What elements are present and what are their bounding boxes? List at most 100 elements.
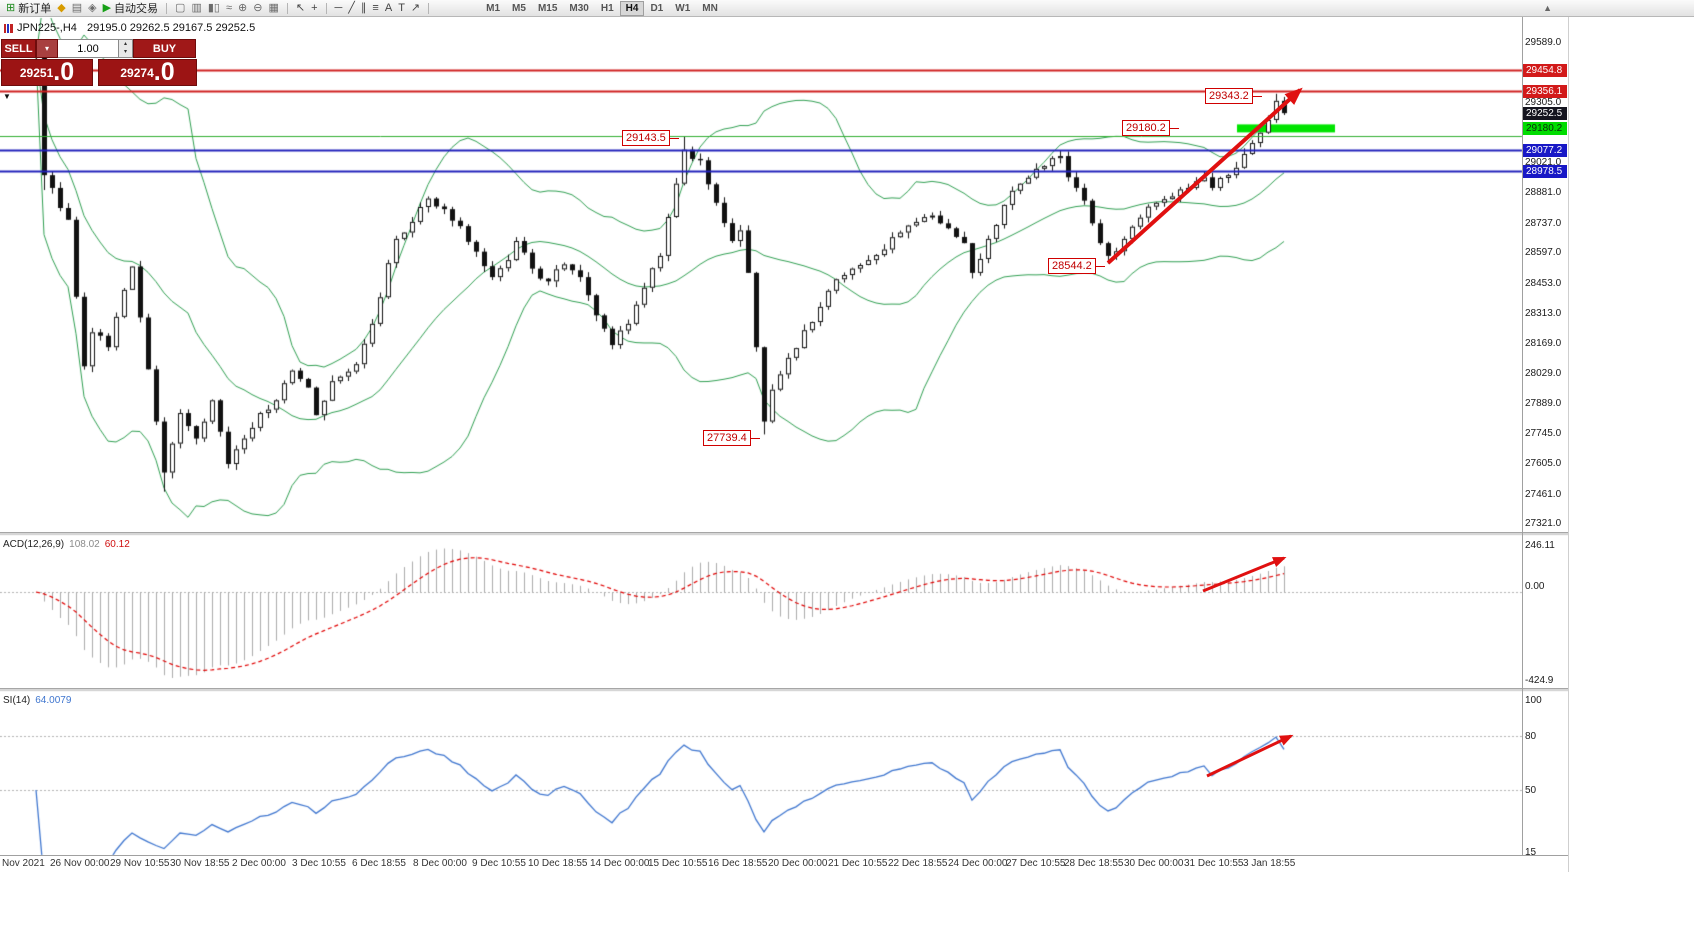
channel-button[interactable]: ∥ (358, 1, 370, 16)
trendline-icon: ╱ (348, 1, 355, 14)
price-axis-label: 29305.0 (1525, 96, 1562, 108)
tile-windows-button[interactable]: ▦ (265, 1, 281, 16)
one-click-trading-panel: SELL ▾ ▴ ▾ BUY 29251.0 29274.0 (1, 39, 197, 86)
time-axis-label: 15 Dec 10:55 (648, 858, 708, 869)
collapse-trade-panel-icon[interactable]: ▼ (3, 92, 11, 101)
zoom-out-icon: ⊖ (253, 1, 263, 14)
timeframe-m1-button[interactable]: M1 (480, 1, 506, 16)
price-axis-label: 29454.8 (1523, 64, 1567, 78)
sell-button[interactable]: SELL (1, 39, 36, 58)
stepper-down-icon[interactable]: ▾ (123, 49, 127, 55)
buy-price-button[interactable]: 29274.0 (98, 59, 197, 86)
data-window-button[interactable]: ▤ (69, 1, 85, 16)
timeframe-mn-button[interactable]: MN (696, 1, 724, 16)
time-axis-label: 27 Dec 10:55 (1006, 858, 1066, 869)
channel-icon: ∥ (360, 1, 367, 14)
price-axis: 29589.0 29454.8 29356.1 29305.0 29252.5 29180… (1523, 0, 1568, 938)
time-axis-label: 2 Dec 00:00 (232, 858, 286, 869)
crosshair-button[interactable]: + (308, 1, 320, 16)
time-axis-label: 30 Dec 00:00 (1124, 858, 1184, 869)
price-axis-label: 28881.0 (1525, 186, 1562, 198)
zoom-in-button[interactable]: ⊕ (235, 1, 250, 16)
chart-title: JPN225-,H4 29195.0 29262.5 29167.5 29252… (17, 22, 255, 34)
text-button[interactable]: A (382, 1, 395, 16)
trendline-button[interactable]: ╱ (345, 1, 358, 16)
line-chart-icon: ≈ (225, 1, 232, 14)
new-chart-button[interactable]: ▢ (172, 1, 188, 16)
price-axis-label: 28978.5 (1523, 165, 1567, 179)
price-axis-border (1522, 17, 1523, 855)
label-button[interactable]: T (395, 1, 408, 16)
sell-price-pips: .0 (53, 58, 75, 86)
price-axis-label: 27745.0 (1525, 428, 1562, 440)
navigator-icon: ◈ (88, 1, 97, 14)
volume-stepper[interactable]: ▴ ▾ (119, 39, 133, 58)
time-axis-label: 31 Dec 10:55 (1184, 858, 1244, 869)
rsi-scale-label: 100 (1525, 695, 1542, 706)
market-watch-button[interactable]: ◆ (54, 1, 68, 16)
price-label-callout[interactable]: 28544.2 (1048, 258, 1105, 274)
order-type-dropdown[interactable]: ▾ (36, 39, 58, 58)
arrow-tool-button[interactable]: ↗ (408, 1, 423, 16)
bar-chart-button[interactable]: ▥ (188, 1, 204, 16)
timeframe-m5-button[interactable]: M5 (506, 1, 532, 16)
timeframe-m15-button[interactable]: M15 (532, 1, 563, 16)
time-axis-label: 30 Nov 18:55 (170, 858, 230, 869)
timeframe-h4-button[interactable]: H4 (619, 0, 645, 16)
sell-price-main: 29251 (19, 65, 54, 80)
panel-separator[interactable] (0, 688, 1568, 692)
sell-price-button[interactable]: 29251.0 (1, 59, 93, 86)
macd-scale-label: -424.9 (1525, 675, 1554, 686)
macd-name: ACD(12,26,9) (3, 539, 65, 550)
line-chart-button[interactable]: ≈ (223, 1, 235, 16)
price-axis-label: 28169.0 (1525, 338, 1562, 350)
price-axis-label: 28737.0 (1525, 217, 1562, 229)
time-axis-label: 28 Dec 18:55 (1064, 858, 1124, 869)
time-axis-label: 22 Dec 18:55 (888, 858, 948, 869)
timeframe-w1-button[interactable]: W1 (669, 1, 696, 16)
new-order-button[interactable]: ⊞ 新订单 (3, 1, 54, 16)
zoom-in-icon: ⊕ (238, 1, 248, 14)
scroll-to-end-icon[interactable]: ▲ (1543, 3, 1552, 13)
auto-trading-button[interactable]: ▶ 自动交易 (100, 1, 161, 16)
rsi-indicator-label: SI(14) 64.0079 (3, 695, 71, 706)
price-axis-label: 27605.0 (1525, 457, 1562, 469)
rsi-value: 64.0079 (35, 695, 72, 706)
fibonacci-button[interactable]: ≡ (369, 1, 381, 16)
price-label-callout[interactable]: 29180.2 (1122, 120, 1179, 136)
price-axis-label: 28453.0 (1525, 277, 1562, 289)
price-label-callout[interactable]: 29343.2 (1205, 88, 1262, 104)
navigator-button[interactable]: ◈ (85, 1, 99, 16)
volume-input[interactable] (58, 39, 119, 58)
toolbar-separator (428, 2, 430, 14)
time-axis-label: 29 Nov 10:55 (110, 858, 170, 869)
time-axis-label: 3 Dec 10:55 (292, 858, 346, 869)
price-label-callout[interactable]: 27739.4 (703, 430, 760, 446)
cursor-button[interactable]: ↖ (293, 1, 308, 16)
rsi-scale-label: 50 (1525, 785, 1537, 796)
zoom-out-button[interactable]: ⊖ (250, 1, 265, 16)
price-axis-label: 28313.0 (1525, 307, 1562, 319)
horizontal-line-button[interactable]: ─ (332, 1, 346, 16)
timeframe-m30-button[interactable]: M30 (563, 1, 594, 16)
timeframe-h1-button[interactable]: H1 (595, 1, 620, 16)
price-axis-label: 28029.0 (1525, 367, 1562, 379)
price-label-callout[interactable]: 29143.5 (622, 130, 679, 146)
candlestick-chart-icon: ▮▯ (207, 1, 220, 14)
time-axis-label: 9 Dec 10:55 (472, 858, 526, 869)
symbol-period-label: JPN225-,H4 (17, 22, 77, 34)
buy-button[interactable]: BUY (133, 39, 196, 58)
macd-main-value: 108.02 (69, 539, 100, 550)
price-axis-label: 27461.0 (1525, 488, 1562, 500)
time-axis-label: 24 Dec 00:00 (948, 858, 1008, 869)
price-axis-label: 28597.0 (1525, 247, 1562, 259)
price-axis-label: 29021.0 (1525, 157, 1562, 169)
stepper-up-icon[interactable]: ▴ (123, 41, 127, 47)
timeframe-d1-button[interactable]: D1 (644, 1, 669, 16)
toolbar-separator (166, 2, 168, 14)
chart-symbol-icon (4, 24, 13, 33)
toolbar-tools: ⊞ 新订单 ◆ ▤ ◈ ▶ 自动交易 ▢ ▥ ▮▯ ≈ ⊕ ⊖ ▦ ↖ + ─ ╱ ∥ ≡ A T ↗ (3, 1, 434, 16)
panel-separator[interactable] (0, 532, 1568, 536)
candlestick-chart-button[interactable]: ▮▯ (205, 1, 223, 16)
